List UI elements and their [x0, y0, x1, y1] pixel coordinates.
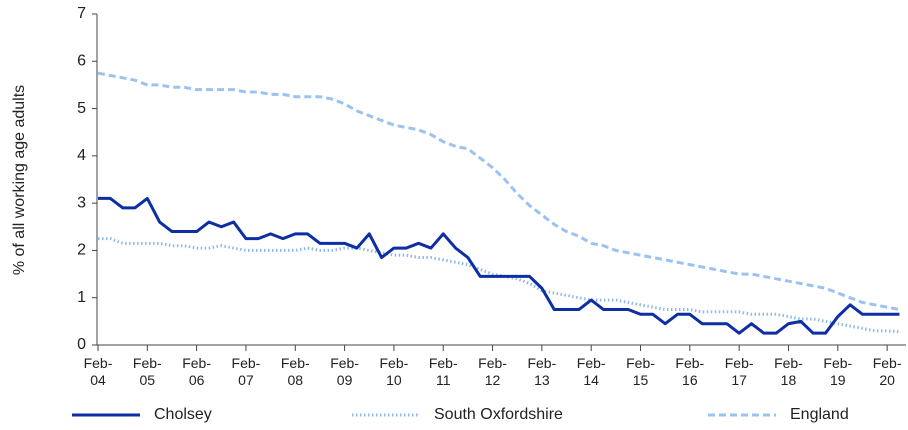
- series-line: [98, 237, 900, 334]
- x-tick-label: Feb-05: [132, 355, 162, 388]
- x-tick-label: Feb-18: [774, 355, 803, 388]
- x-tick-label: Feb-15: [626, 355, 655, 388]
- x-tick-label: Feb-09: [330, 355, 359, 388]
- x-tick-label: Feb-11: [428, 355, 458, 388]
- legend-label: Cholsey: [154, 406, 212, 423]
- x-tick-label: Feb-12: [478, 355, 507, 388]
- series-line: [97, 71, 900, 312]
- y-tick-label: 0: [77, 336, 86, 353]
- x-tick-label: Feb-14: [576, 355, 606, 388]
- y-tick-label: 3: [77, 194, 86, 211]
- y-axis-title: % of all working age adults: [11, 85, 28, 275]
- y-tick-label: 6: [77, 53, 86, 70]
- x-tick-label: Feb-10: [379, 355, 409, 388]
- x-tick-label: Feb-16: [675, 355, 705, 388]
- y-tick-label: 2: [77, 242, 86, 259]
- x-tick-label: Feb-08: [280, 355, 310, 388]
- x-tick-label: Feb-13: [527, 355, 557, 388]
- x-tick-label: Feb-06: [182, 355, 212, 388]
- y-tick-label: 5: [77, 100, 86, 117]
- series-line: [98, 196, 900, 335]
- legend-label: England: [790, 406, 849, 423]
- y-tick-label: 7: [77, 5, 86, 22]
- y-tick-label: 4: [77, 147, 86, 164]
- y-tick-label: 1: [77, 289, 86, 306]
- legend-label: South Oxfordshire: [434, 406, 563, 423]
- x-tick-label: Feb-07: [231, 355, 261, 388]
- x-tick-label: Feb-17: [724, 355, 754, 388]
- x-tick-label: Feb-20: [872, 355, 902, 388]
- x-tick-label: Feb-04: [83, 355, 113, 388]
- x-tick-label: Feb-19: [823, 355, 853, 388]
